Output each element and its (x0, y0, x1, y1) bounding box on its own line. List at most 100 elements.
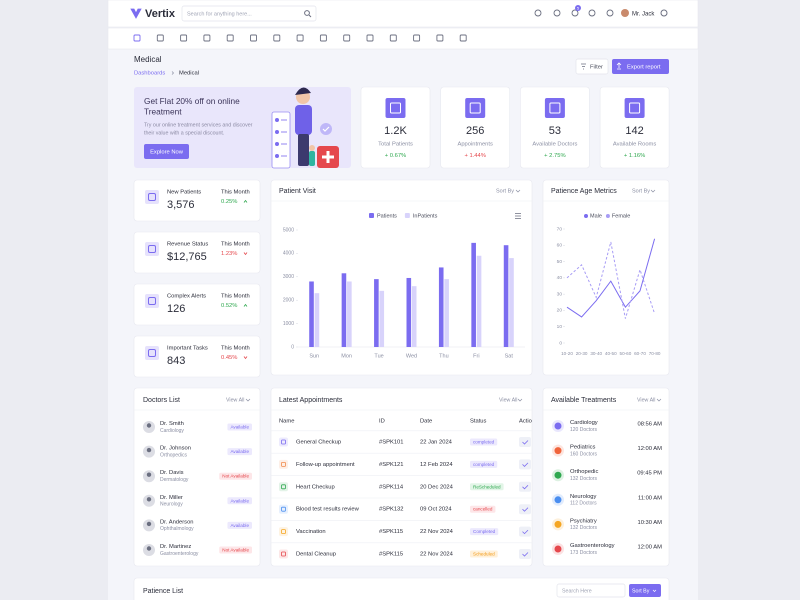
nav-icon[interactable] (366, 34, 374, 42)
view-all-link[interactable]: View All (499, 397, 517, 403)
action-button[interactable] (519, 549, 531, 559)
appointment-id: #SPK132 (379, 507, 404, 513)
search-box[interactable] (181, 5, 317, 22)
nav-icon[interactable] (203, 34, 211, 42)
breadcrumb-link[interactable]: Dashboards (134, 71, 165, 77)
stat-value: 142 (625, 125, 643, 137)
chevron (517, 398, 523, 402)
bar (444, 279, 449, 347)
bar (503, 245, 509, 347)
status-badge (219, 546, 252, 554)
y-tick-label: 10 (557, 324, 563, 330)
legend-swatch (369, 213, 374, 218)
bar (341, 273, 347, 347)
search-box[interactable] (556, 583, 626, 598)
nav-icon[interactable] (459, 34, 467, 42)
action-button[interactable] (519, 459, 531, 470)
summary-title: New Patients (167, 190, 201, 196)
y-tick-label: 4000 (283, 251, 294, 257)
promo-button[interactable] (144, 144, 189, 159)
search-placeholder: Search for anything here... (187, 11, 252, 17)
nav-icon[interactable] (413, 34, 421, 42)
status-badge (470, 483, 504, 491)
summary-period: This Month (221, 190, 250, 196)
y-tick-label: 70 (557, 226, 563, 232)
stat-card (360, 86, 431, 169)
action-button[interactable] (519, 526, 531, 537)
nav-icon[interactable] (273, 34, 281, 42)
trend-arrow (243, 199, 248, 203)
treatment-doctors: 132 Doctors (570, 525, 597, 531)
action-check (522, 462, 529, 467)
nav-icon[interactable] (226, 34, 234, 42)
card-title: Patience List (143, 588, 183, 595)
summary-title: Revenue Status (167, 242, 208, 248)
promo-text: Try our online treatment services and di… (144, 122, 253, 128)
appointment-id: #SPK121 (379, 462, 404, 468)
export-icon (616, 62, 622, 70)
status-badge-label: Available (230, 523, 249, 528)
action-button[interactable] (519, 437, 531, 447)
illustration-person (309, 145, 315, 151)
stat-value: 256 (466, 125, 484, 137)
summary-icon (145, 346, 159, 360)
summary-change: 0.45% (221, 355, 237, 361)
card-title: Latest Appointments (279, 397, 343, 404)
view-all-link[interactable]: View All (226, 397, 244, 403)
header-icon (534, 9, 542, 17)
sort-button[interactable] (629, 584, 661, 597)
appointment-id: #SPK115 (379, 552, 403, 558)
summary-card (133, 231, 261, 274)
list-card (542, 387, 670, 567)
bar (347, 281, 352, 347)
illustration-line (281, 119, 287, 121)
export-button[interactable] (612, 59, 669, 74)
illustration-line (281, 155, 287, 157)
nav-icon[interactable] (180, 34, 188, 42)
nav-icon[interactable] (436, 34, 444, 42)
y-tick-label: 2000 (283, 298, 294, 304)
nav-icon[interactable] (296, 34, 304, 42)
nav-icon[interactable] (156, 34, 164, 42)
treatment-doctors: 112 Doctors (570, 501, 597, 507)
header-icon (571, 9, 579, 17)
action-button[interactable] (519, 481, 531, 492)
doctor-specialty: Orthopedics (160, 452, 187, 458)
doctor-specialty: Ophthalmology (160, 526, 194, 532)
cart-badge-bg (575, 5, 581, 11)
action-button[interactable] (519, 504, 531, 515)
nav-icon[interactable] (250, 34, 257, 42)
filter-button[interactable] (575, 58, 609, 75)
summary-icon-glyph (148, 193, 156, 201)
nav-icon[interactable] (319, 34, 327, 42)
status-badge-label: completed (473, 440, 495, 445)
breadcrumb-separator (171, 71, 174, 75)
nav-icon[interactable] (343, 34, 351, 42)
treatment-name: Psychiatry (570, 518, 597, 524)
sort-dropdown[interactable]: Sort By (496, 188, 514, 194)
view-all-link[interactable]: View All (637, 397, 655, 403)
summary-card (133, 179, 261, 222)
x-tick-label: 50-60 (620, 351, 632, 356)
stat-label: Total Patients (378, 142, 413, 148)
bar (379, 290, 385, 347)
y-tick-label: 60 (557, 243, 563, 249)
action-check (522, 507, 529, 512)
sort-dropdown[interactable]: Sort By (632, 188, 650, 194)
export-label: Export report (627, 65, 661, 71)
summary-value: 126 (167, 303, 185, 315)
settings-icon (660, 9, 668, 17)
nav-icon[interactable] (133, 34, 141, 42)
x-tick-label: 10-20 (561, 351, 573, 356)
treatment-icon-core (554, 422, 562, 430)
trend-arrow (243, 303, 248, 307)
bar (476, 255, 482, 347)
legend-dot (605, 214, 610, 218)
nav-icon[interactable] (389, 34, 397, 42)
column-header: Action (519, 419, 535, 425)
nav-bar (107, 27, 699, 50)
x-tick-label: Sat (505, 353, 514, 359)
summary-value: 3,576 (167, 199, 195, 211)
doctor-avatar-head (146, 447, 152, 453)
x-tick-label: Mon (341, 353, 352, 359)
